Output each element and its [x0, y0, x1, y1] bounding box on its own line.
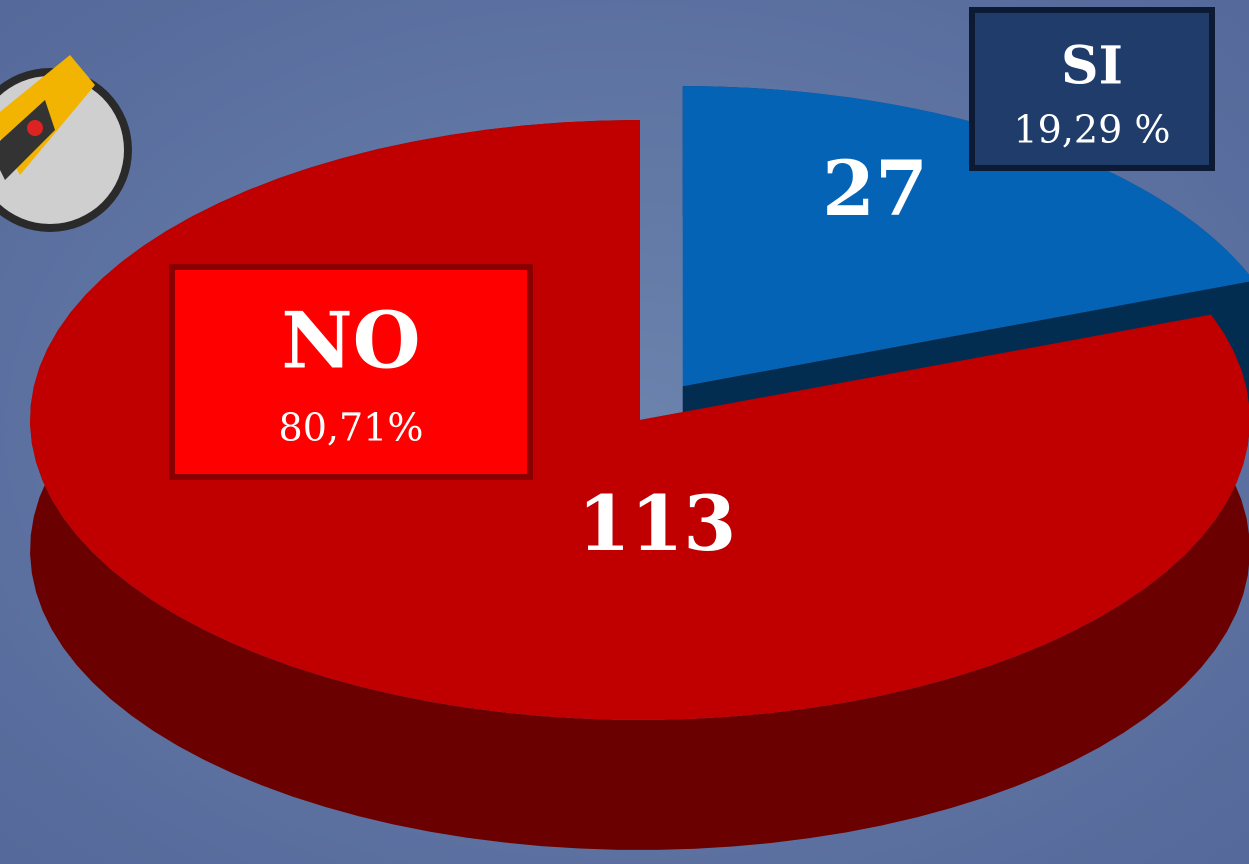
- value-label: 27: [822, 144, 928, 233]
- page: NO80,71%113SI19,29 %27 (() => { const da…: [0, 0, 1249, 864]
- value-label: 113: [578, 479, 737, 568]
- category-label: NO: [281, 295, 420, 386]
- percent-label: 80,71%: [279, 405, 424, 449]
- chart: NO 80,71% 113 SI 19,29 % 27: [0, 0, 1249, 864]
- percent-label: 19,29 %: [1014, 108, 1171, 152]
- category-label: SI: [1061, 36, 1123, 97]
